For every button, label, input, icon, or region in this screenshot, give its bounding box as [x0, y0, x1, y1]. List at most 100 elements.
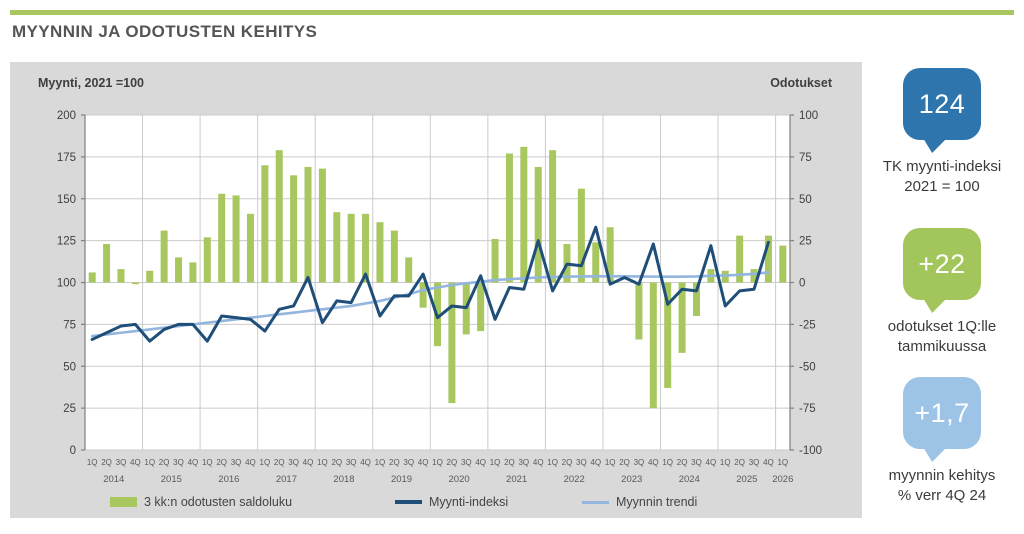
left-tick-label: 25: [63, 403, 76, 415]
quarter-label: 4Q: [533, 458, 544, 467]
quarter-label: 1Q: [720, 458, 731, 467]
year-label: 2021: [506, 474, 527, 485]
left-tick-label: 100: [57, 278, 76, 290]
expectation-bar: [448, 282, 456, 404]
page-title: MYYNNIN JA ODOTUSTEN KEHITYS: [12, 22, 318, 41]
quarter-label: 1Q: [777, 458, 788, 467]
expectation-bar: [333, 212, 341, 283]
year-label: 2023: [621, 474, 642, 485]
right-tick-label: 75: [799, 152, 812, 164]
kpi-column: 124 TK myynti-indeksi 2021 = 100 +22 odotuks…: [868, 62, 1016, 518]
year-label: 2014: [103, 474, 124, 485]
quarter-label: 3Q: [288, 458, 299, 467]
expectation-bar: [232, 195, 240, 283]
legend-label: Myynnin trendi: [616, 495, 698, 509]
legend-item: Myynnin trendi: [582, 495, 697, 509]
quarter-label: 4Q: [648, 458, 659, 467]
line-swatch-icon: [582, 500, 609, 504]
kpi-label-line1: TK myynti-indeksi: [882, 158, 1002, 175]
expectation-bar: [577, 188, 585, 283]
expectation-bar: [549, 150, 557, 283]
kpi-value: +22: [918, 248, 966, 279]
left-axis-title: Myynti, 2021 =100: [38, 76, 144, 90]
expectation-bar: [764, 235, 772, 283]
bubble-tail-icon: [923, 298, 947, 313]
legend-item: Myynti-indeksi: [395, 495, 508, 509]
expectation-bar: [175, 257, 183, 283]
bubble-tail-icon: [923, 138, 947, 153]
quarter-label: 2Q: [562, 458, 573, 467]
right-axis-title: Odotukset: [770, 76, 832, 90]
expectation-bar: [477, 282, 485, 332]
kpi-label: myynnin kehitys % verr 4Q 24: [868, 466, 1016, 506]
speech-bubble-icon: 124: [903, 68, 981, 153]
left-tick-label: 50: [63, 361, 76, 373]
expectation-bar: [189, 262, 197, 283]
expectation-bar: [218, 193, 226, 283]
quarter-label: 2Q: [504, 458, 515, 467]
quarter-label: 4Q: [188, 458, 199, 467]
quarter-label: 1Q: [87, 458, 98, 467]
expectation-bar: [635, 282, 643, 340]
expectation-bar: [678, 282, 686, 353]
quarter-label: 4Q: [590, 458, 601, 467]
quarter-label: 2Q: [159, 458, 170, 467]
quarter-label: 1Q: [317, 458, 328, 467]
kpi-badge: +22 odotukset 1Q:lle tammikuussa: [868, 228, 1016, 357]
quarter-label: 4Q: [706, 458, 717, 467]
right-tick-label: 50: [799, 194, 812, 206]
expectation-bar: [534, 166, 542, 283]
quarter-label: 2Q: [619, 458, 630, 467]
kpi-value: 124: [918, 88, 966, 119]
expectation-bar: [275, 150, 283, 283]
year-label: 2025: [736, 474, 757, 485]
year-label: 2016: [218, 474, 239, 485]
right-tick-label: -100: [799, 445, 822, 457]
expectation-bar: [117, 269, 125, 283]
legend: 3 kk:n odotusten saldoluku Myynti-indeksi…: [10, 495, 862, 515]
year-label: 2017: [276, 474, 297, 485]
expectation-bar: [203, 237, 211, 283]
quarter-label: 4Q: [360, 458, 371, 467]
quarter-label: 1Q: [547, 458, 558, 467]
combo-chart: 200 175 150 125 100 75 50 25 0 100 75 50 25 0 -25 -50 -7…: [57, 110, 822, 485]
accent-strip: [10, 10, 1014, 15]
quarter-label: 1Q: [605, 458, 616, 467]
year-label: 2015: [161, 474, 182, 485]
bar-swatch-icon: [110, 497, 137, 507]
trend-line: [90, 271, 770, 338]
expectation-bar: [779, 245, 787, 283]
quarter-label: 1Q: [260, 458, 271, 467]
year-label: 2018: [333, 474, 354, 485]
kpi-label-line1: myynnin kehitys: [888, 467, 996, 484]
quarter-label: 1Q: [432, 458, 443, 467]
kpi-badge: 124 TK myynti-indeksi 2021 = 100: [868, 68, 1016, 197]
kpi-label-line2: tammikuussa: [897, 337, 987, 355]
expectation-bar: [362, 213, 370, 283]
sales-index-line: [90, 225, 770, 343]
expectation-bar: [347, 213, 355, 283]
expectation-bar: [649, 282, 657, 409]
quarter-label: 3Q: [173, 458, 184, 467]
kpi-label-line1: odotukset 1Q:lle: [887, 318, 997, 335]
speech-bubble-icon: +22: [903, 228, 981, 313]
expectation-bar: [261, 165, 269, 283]
quarter-label: 4Q: [418, 458, 429, 467]
year-label: 2019: [391, 474, 412, 485]
left-tick-label: 0: [70, 445, 76, 457]
quarter-label: 3Q: [691, 458, 702, 467]
quarter-label: 2Q: [101, 458, 112, 467]
quarter-label: 2Q: [677, 458, 688, 467]
legend-label: 3 kk:n odotusten saldoluku: [144, 495, 293, 509]
kpi-value: +1,7: [914, 397, 970, 428]
expectation-bar: [146, 270, 154, 283]
quarter-label: 2Q: [216, 458, 227, 467]
expectation-bar: [606, 227, 614, 283]
expectation-bar: [491, 238, 499, 283]
expectation-bar: [88, 272, 96, 283]
quarter-label: 3Q: [518, 458, 529, 467]
quarter-label: 2Q: [447, 458, 458, 467]
quarter-label: 2Q: [331, 458, 342, 467]
left-tick-label: 150: [57, 194, 76, 206]
